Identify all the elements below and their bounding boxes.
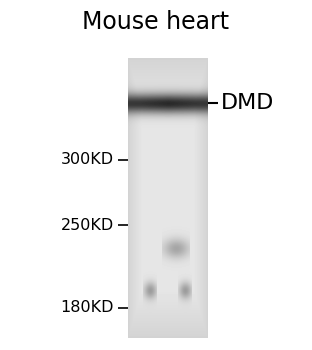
Text: 250KD: 250KD	[61, 217, 114, 232]
Text: Mouse heart: Mouse heart	[82, 10, 230, 34]
Text: 300KD: 300KD	[61, 153, 114, 168]
Text: 180KD: 180KD	[61, 301, 114, 315]
Text: DMD: DMD	[221, 93, 274, 113]
